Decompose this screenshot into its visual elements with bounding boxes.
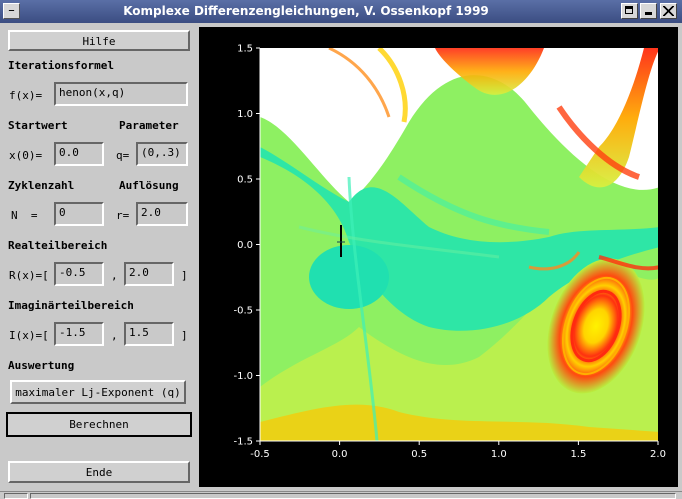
fractal-plot-area[interactable]: -0.5 0.0 0.5 1.0 1.5 2.0 1.5 1.0 0.5 0.0 -0.5 -1.0… (199, 27, 678, 487)
fractal-chart: -0.5 0.0 0.5 1.0 1.5 2.0 1.5 1.0 0.5 0.0 -0.5 -1.0… (233, 44, 666, 461)
section-iteration: Iterationsformel (8, 59, 114, 72)
section-cycles: Zyklenzahl (8, 179, 75, 192)
x-tick-label: 0.0 (332, 449, 348, 460)
y-tick-label: 1.0 (237, 109, 253, 120)
real-max-input[interactable]: 2.0 (124, 262, 174, 286)
x-tick-label: 0.5 (411, 449, 427, 460)
x-tick-label: 1.0 (491, 449, 507, 460)
imag-min-input[interactable]: -1.5 (54, 322, 104, 346)
q-label: q= (116, 149, 130, 162)
section-startvalue: Startwert (8, 119, 68, 132)
window-title: Komplexe Differenzengleichungen, V. Osse… (123, 4, 489, 18)
y-tick-labels: 1.5 1.0 0.5 0.0 -0.5 -1.0 -1.5 (233, 44, 260, 448)
n-label: N = (11, 209, 38, 222)
x0-label: x(0)= (9, 149, 43, 162)
formula-input[interactable]: henon(x,q) (54, 82, 188, 106)
status-segment-left (4, 493, 28, 499)
y-tick-label: 0.0 (237, 240, 253, 251)
imag-bracket: ] (181, 329, 188, 342)
resolution-input[interactable]: 2.0 (136, 202, 188, 226)
window-menu-button[interactable]: – (3, 3, 20, 19)
compute-button[interactable]: Berechnen (6, 412, 192, 437)
section-imagrange: Imaginärteilbereich (8, 299, 134, 312)
startvalue-input[interactable]: 0.0 (54, 142, 104, 166)
rx-label: R(x)=[ (9, 269, 49, 282)
close-icon[interactable] (660, 3, 677, 19)
y-tick-label: -0.5 (233, 306, 253, 317)
minimize-icon[interactable] (640, 3, 657, 19)
imag-separator: , (111, 329, 118, 342)
y-tick-label: 0.5 (237, 175, 253, 186)
y-tick-label: -1.5 (233, 437, 253, 448)
x-tick-label: -0.5 (250, 449, 270, 460)
end-button[interactable]: Ende (8, 461, 190, 483)
control-panel: Hilfe Iterationsformel f(x)= henon(x,q) … (0, 23, 198, 491)
section-evaluation: Auswertung (8, 359, 75, 372)
ix-label: I(x)=[ (9, 329, 49, 342)
status-segment-main (30, 493, 676, 499)
maximize-icon[interactable] (621, 3, 638, 19)
imag-max-input[interactable]: 1.5 (124, 322, 174, 346)
evaluation-select[interactable]: maximaler Lj-Exponent (q) (10, 380, 186, 404)
real-separator: , (111, 269, 118, 282)
real-bracket: ] (181, 269, 188, 282)
title-bar: – Komplexe Differenzengleichungen, V. Os… (0, 0, 682, 23)
section-resolution: Auflösung (119, 179, 179, 192)
x-tick-labels: -0.5 0.0 0.5 1.0 1.5 2.0 (250, 441, 666, 460)
x-tick-label: 1.5 (570, 449, 586, 460)
help-button[interactable]: Hilfe (8, 30, 190, 51)
section-parameter: Parameter (119, 119, 179, 132)
r-label: r= (116, 209, 130, 222)
y-tick-label: -1.0 (233, 371, 253, 382)
real-min-input[interactable]: -0.5 (54, 262, 104, 286)
y-tick-label: 1.5 (237, 44, 253, 55)
x-tick-label: 2.0 (650, 449, 666, 460)
f-label: f(x)= (9, 89, 43, 102)
parameter-input[interactable]: (0,.3) (136, 142, 188, 166)
cycles-input[interactable]: 0 (54, 202, 104, 226)
fractal-image (260, 48, 658, 441)
section-realrange: Realteilbereich (8, 239, 108, 252)
